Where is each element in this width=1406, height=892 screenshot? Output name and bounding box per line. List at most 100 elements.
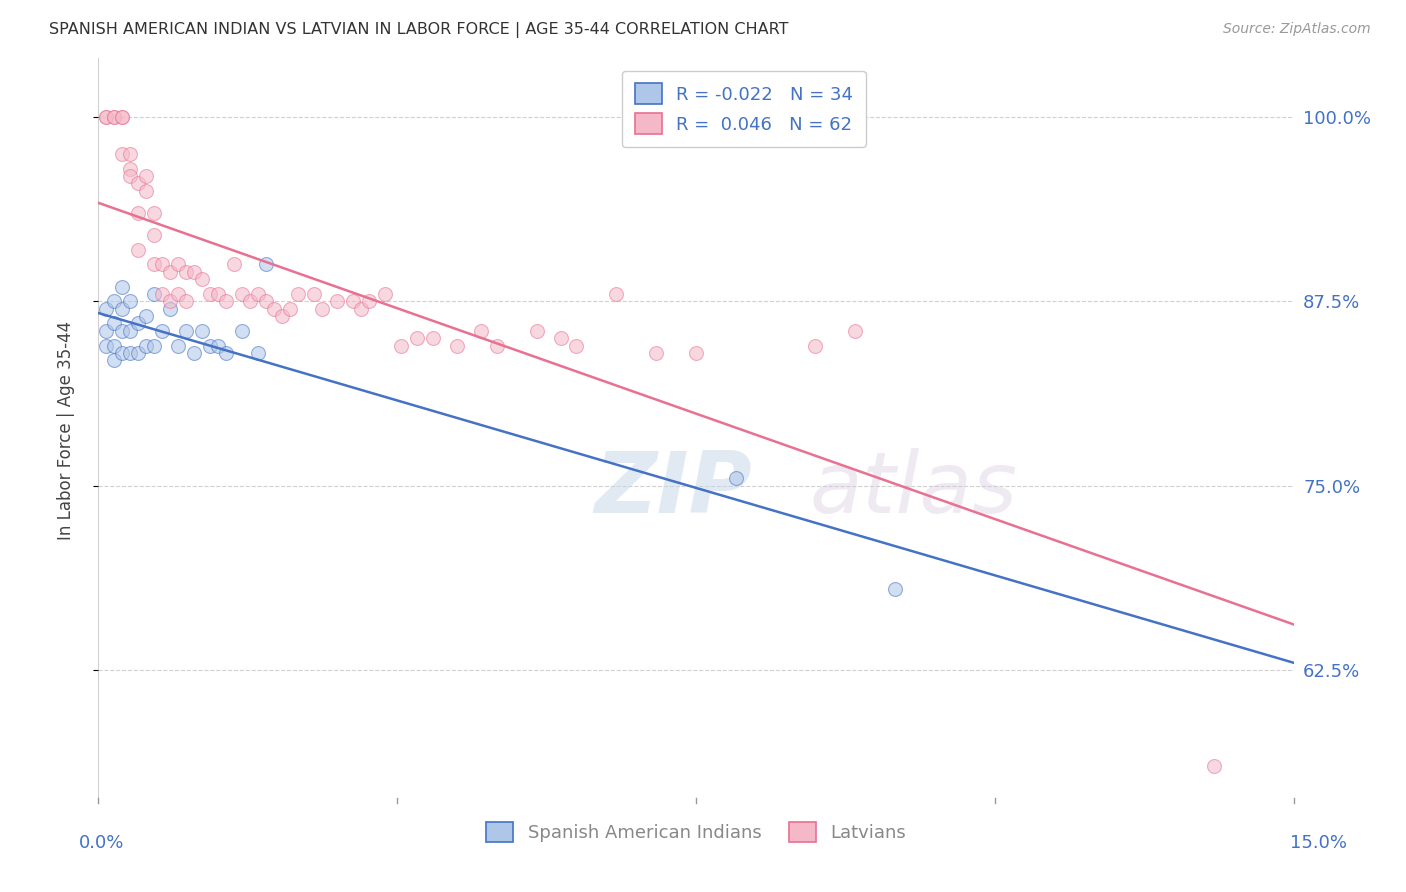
Point bbox=[605, 287, 627, 301]
Point bbox=[120, 346, 142, 360]
Point bbox=[207, 287, 229, 301]
Point bbox=[96, 301, 118, 316]
Point bbox=[550, 331, 572, 345]
Point bbox=[167, 338, 190, 352]
Point bbox=[485, 338, 508, 352]
Point bbox=[191, 272, 214, 286]
Point bbox=[254, 257, 277, 271]
Point bbox=[111, 110, 134, 124]
Point bbox=[326, 294, 349, 309]
Point bbox=[143, 338, 166, 352]
Point bbox=[135, 169, 157, 183]
Point bbox=[191, 324, 214, 338]
Point bbox=[342, 294, 364, 309]
Point bbox=[406, 331, 429, 345]
Point bbox=[183, 346, 205, 360]
Point bbox=[96, 110, 118, 124]
Point bbox=[167, 257, 190, 271]
Point bbox=[350, 301, 373, 316]
Point bbox=[159, 301, 181, 316]
Point bbox=[103, 110, 125, 124]
Point bbox=[1202, 759, 1225, 773]
Point bbox=[207, 338, 229, 352]
Point bbox=[96, 324, 118, 338]
Point bbox=[645, 346, 668, 360]
Point bbox=[278, 301, 301, 316]
Point bbox=[96, 110, 118, 124]
Point bbox=[215, 346, 238, 360]
Point bbox=[311, 301, 333, 316]
Point bbox=[526, 324, 548, 338]
Point bbox=[198, 287, 221, 301]
Point bbox=[183, 265, 205, 279]
Point bbox=[239, 294, 262, 309]
Point bbox=[135, 184, 157, 198]
Point bbox=[222, 257, 245, 271]
Point bbox=[143, 257, 166, 271]
Point bbox=[302, 287, 325, 301]
Point bbox=[135, 309, 157, 323]
Point bbox=[565, 338, 588, 352]
Point bbox=[103, 338, 125, 352]
Point bbox=[103, 110, 125, 124]
Point bbox=[120, 146, 142, 161]
Point bbox=[167, 287, 190, 301]
Point bbox=[111, 324, 134, 338]
Point bbox=[127, 177, 149, 191]
Text: atlas: atlas bbox=[810, 449, 1018, 532]
Point bbox=[120, 169, 142, 183]
Text: 15.0%: 15.0% bbox=[1291, 834, 1347, 852]
Legend: Spanish American Indians, Latvians: Spanish American Indians, Latvians bbox=[479, 814, 912, 850]
Point bbox=[884, 582, 907, 596]
Text: Source: ZipAtlas.com: Source: ZipAtlas.com bbox=[1223, 22, 1371, 37]
Point bbox=[231, 324, 253, 338]
Point bbox=[150, 324, 173, 338]
Point bbox=[127, 206, 149, 220]
Point bbox=[103, 353, 125, 368]
Point bbox=[143, 287, 166, 301]
Point bbox=[111, 346, 134, 360]
Point bbox=[198, 338, 221, 352]
Point bbox=[724, 471, 747, 485]
Point bbox=[174, 265, 197, 279]
Point bbox=[246, 346, 269, 360]
Text: ZIP: ZIP bbox=[595, 449, 752, 532]
Point bbox=[231, 287, 253, 301]
Point bbox=[254, 294, 277, 309]
Point bbox=[127, 346, 149, 360]
Point bbox=[374, 287, 396, 301]
Point bbox=[263, 301, 285, 316]
Text: 0.0%: 0.0% bbox=[79, 834, 124, 852]
Point bbox=[111, 146, 134, 161]
Point bbox=[844, 324, 866, 338]
Point bbox=[111, 110, 134, 124]
Point bbox=[215, 294, 238, 309]
Point bbox=[103, 294, 125, 309]
Point bbox=[111, 301, 134, 316]
Point bbox=[174, 294, 197, 309]
Point bbox=[127, 243, 149, 257]
Point bbox=[389, 338, 412, 352]
Point bbox=[685, 346, 707, 360]
Point bbox=[422, 331, 444, 345]
Point bbox=[270, 309, 292, 323]
Point bbox=[96, 338, 118, 352]
Point bbox=[120, 294, 142, 309]
Point bbox=[470, 324, 492, 338]
Point bbox=[804, 338, 827, 352]
Point bbox=[143, 206, 166, 220]
Text: SPANISH AMERICAN INDIAN VS LATVIAN IN LABOR FORCE | AGE 35-44 CORRELATION CHART: SPANISH AMERICAN INDIAN VS LATVIAN IN LA… bbox=[49, 22, 789, 38]
Point bbox=[159, 265, 181, 279]
Point bbox=[174, 324, 197, 338]
Point bbox=[159, 294, 181, 309]
Point bbox=[150, 287, 173, 301]
Point bbox=[127, 317, 149, 331]
Point bbox=[287, 287, 309, 301]
Point bbox=[120, 324, 142, 338]
Point bbox=[446, 338, 468, 352]
Point bbox=[143, 227, 166, 242]
Point bbox=[111, 279, 134, 293]
Point bbox=[120, 161, 142, 176]
Point bbox=[135, 338, 157, 352]
Point bbox=[150, 257, 173, 271]
